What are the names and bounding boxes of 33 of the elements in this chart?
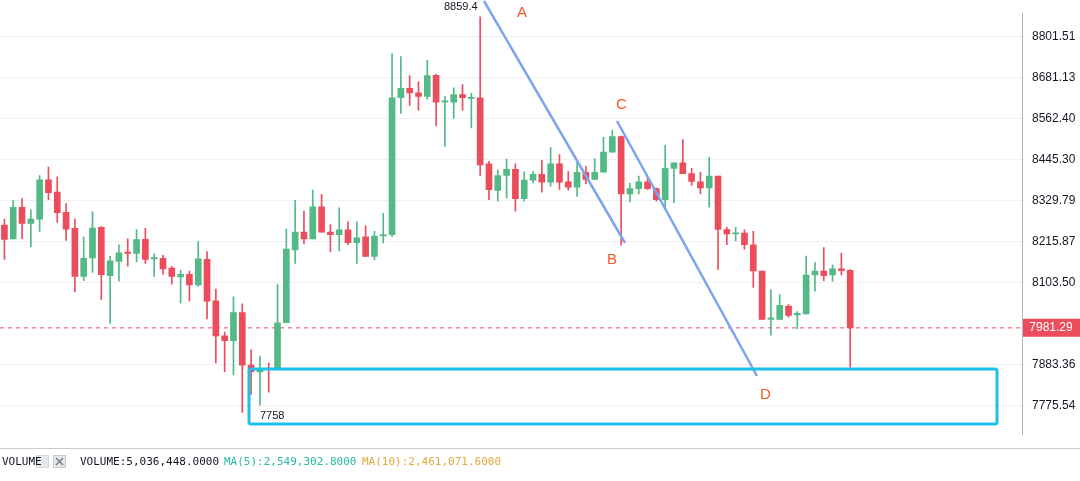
annotation: B [607,250,618,267]
annotation: D [760,385,771,402]
y-tick-label: 7883.36 [1032,356,1076,371]
candlestick [379,212,387,244]
y-tick-label: 8681.13 [1032,69,1076,84]
annotation: 7758 [258,409,287,422]
text: VOLUME:5,036,448.0000 [80,455,220,468]
y-tick-label: 7775.54 [1032,398,1076,413]
y-tick-label: 8445.30 [1032,151,1076,166]
ref-line-label: 7981.29 [1029,320,1074,335]
candlestick [106,256,114,324]
text: MA(10):2,461,071.6000 [362,455,502,468]
annotation: A [517,3,528,20]
candlestick [27,209,35,248]
candlestick [335,207,343,252]
text: VOLUME [2,455,42,468]
y-tick-label: 8562.40 [1032,110,1076,125]
annotation: C [616,95,627,112]
candlestick [397,56,405,114]
candlestick [670,162,678,203]
candlestick [115,244,123,282]
candlestick [353,221,361,264]
y-tick-label: 8329.79 [1032,192,1076,207]
candlestick [124,238,132,267]
y-tick-label: 8215.87 [1032,233,1076,248]
candlestick [820,247,828,281]
y-tick-label: 8801.51 [1032,28,1076,43]
candlestick [705,157,713,208]
text: MA(5):2,549,302.8000 [224,455,357,468]
candlestick [406,75,414,106]
text: 8859.4 [444,0,478,12]
y-tick-label: 8103.50 [1032,274,1076,289]
candlestick [150,253,158,277]
